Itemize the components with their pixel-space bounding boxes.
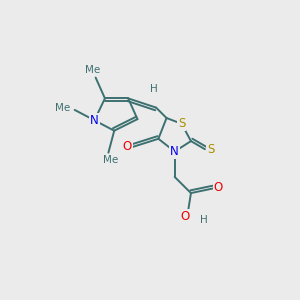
Text: N: N xyxy=(90,114,99,127)
Text: Me: Me xyxy=(85,65,100,75)
Text: O: O xyxy=(180,210,189,223)
Text: O: O xyxy=(122,140,132,153)
Text: O: O xyxy=(214,181,223,194)
Text: H: H xyxy=(200,214,208,225)
Text: S: S xyxy=(178,117,185,130)
Text: N: N xyxy=(170,145,179,158)
Text: Me: Me xyxy=(103,155,118,165)
Text: H: H xyxy=(150,84,158,94)
Text: Me: Me xyxy=(55,103,70,112)
Text: S: S xyxy=(207,143,214,156)
